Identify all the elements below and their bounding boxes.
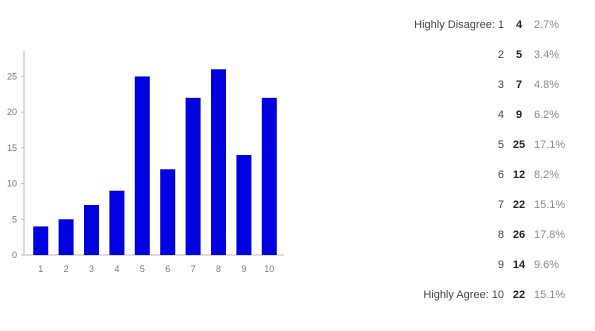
response-percent: 3.4% — [534, 49, 560, 61]
scale-label: Highly Agree: 10 — [372, 280, 504, 310]
bar — [261, 97, 277, 255]
table-row: 5 25 17.1% — [372, 130, 579, 160]
scale-value: 10 — [491, 289, 504, 301]
distribution-table: Highly Disagree: 1 4 2.7% 2 5 3.4% 3 7 4.8% 4 9 6.2%… — [372, 10, 579, 310]
table-row: 9 14 9.6% — [372, 250, 579, 280]
scale-label: 4 — [372, 100, 504, 130]
scale-anchor-label: Highly Disagree: — [414, 19, 495, 31]
y-tick-label: 0 — [12, 250, 17, 260]
x-tick-label: 1 — [38, 264, 43, 274]
scale-value: 7 — [497, 199, 504, 211]
scale-label: 3 — [372, 70, 504, 100]
table-row: Highly Disagree: 1 4 2.7% — [372, 10, 579, 40]
table-row: 4 9 6.2% — [372, 100, 579, 130]
x-tick-label: 3 — [89, 264, 94, 274]
scale-anchor-label: Highly Agree: — [423, 289, 489, 301]
bar — [134, 76, 150, 255]
response-percent: 4.8% — [534, 79, 560, 91]
scale-value: 9 — [497, 259, 504, 271]
scale-label: 9 — [372, 250, 504, 280]
bar — [84, 205, 99, 255]
table-row: 3 7 4.8% — [372, 70, 579, 100]
response-count: 25 — [512, 139, 526, 151]
table-row: 6 12 8.2% — [372, 160, 579, 190]
distribution-table-body: Highly Disagree: 1 4 2.7% 2 5 3.4% 3 7 4.8% 4 9 6.2%… — [372, 10, 579, 310]
x-tick-label: 10 — [264, 264, 274, 274]
scale-value: 3 — [497, 79, 504, 91]
response-count: 5 — [515, 49, 523, 61]
scale-value: 4 — [497, 109, 504, 121]
scale-label: 7 — [372, 190, 504, 220]
response-count: 12 — [512, 169, 526, 181]
scale-value: 6 — [497, 169, 504, 181]
response-count: 14 — [512, 259, 526, 271]
response-count: 26 — [512, 229, 526, 241]
x-tick-label: 6 — [165, 264, 170, 274]
response-percent: 17.8% — [534, 229, 566, 241]
scale-value: 1 — [497, 19, 504, 31]
table-row: 8 26 17.8% — [372, 220, 579, 250]
table-row: 2 5 3.4% — [372, 40, 579, 70]
bar — [185, 97, 201, 255]
scale-value: 5 — [497, 139, 504, 151]
bar — [109, 190, 125, 255]
response-percent: 2.7% — [534, 19, 560, 31]
bar — [58, 219, 74, 255]
x-tick-label: 9 — [241, 264, 246, 274]
scale-label: 8 — [372, 220, 504, 250]
response-count: 9 — [515, 109, 523, 121]
bar — [236, 155, 252, 255]
table-row: Highly Agree: 10 22 15.1% — [372, 280, 579, 310]
response-percent: 6.2% — [534, 109, 560, 121]
x-tick-label: 2 — [64, 264, 69, 274]
response-percent: 9.6% — [534, 259, 560, 271]
response-count: 4 — [515, 19, 523, 31]
y-tick-label: 25 — [7, 71, 17, 81]
y-tick-label: 10 — [7, 179, 17, 189]
scale-value: 2 — [497, 49, 504, 61]
x-tick-label: 5 — [140, 264, 145, 274]
y-tick-label: 5 — [12, 214, 17, 224]
response-percent: 17.1% — [534, 139, 566, 151]
bar — [33, 226, 49, 255]
scale-label: 6 — [372, 160, 504, 190]
scale-label: Highly Disagree: 1 — [372, 10, 504, 40]
x-tick-label: 4 — [114, 264, 119, 274]
response-percent: 15.1% — [534, 289, 566, 301]
scale-value: 8 — [497, 229, 504, 241]
y-tick-label: 15 — [7, 143, 17, 153]
response-count: 7 — [515, 79, 523, 91]
x-tick-label: 8 — [216, 264, 221, 274]
scale-label: 5 — [372, 130, 504, 160]
response-count: 22 — [512, 199, 526, 211]
bar — [160, 169, 176, 255]
scale-label: 2 — [372, 40, 504, 70]
table-row: 7 22 15.1% — [372, 190, 579, 220]
response-count: 22 — [512, 289, 526, 301]
response-percent: 15.1% — [534, 199, 566, 211]
x-tick-label: 7 — [191, 264, 196, 274]
bar — [211, 69, 226, 256]
response-percent: 8.2% — [534, 169, 560, 181]
distribution-table-wrap: Highly Disagree: 1 4 2.7% 2 5 3.4% 3 7 4.8% 4 9 6.2%… — [372, 10, 587, 310]
bar-chart: 0 5 10 15 20 25 1 2 3 4 5 6 7 8 9 10 — [7, 51, 284, 274]
y-tick-label: 20 — [7, 107, 17, 117]
